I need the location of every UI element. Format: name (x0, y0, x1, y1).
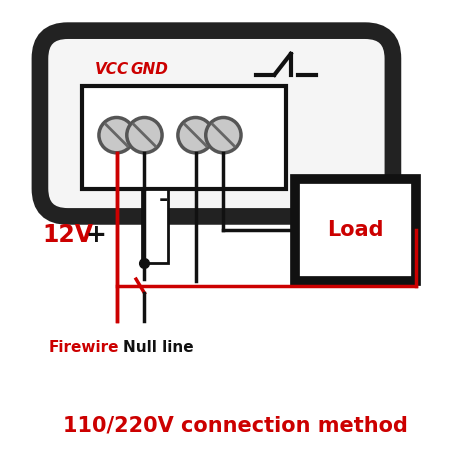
Circle shape (178, 118, 213, 153)
Text: VCC: VCC (95, 62, 129, 77)
Text: Null line: Null line (123, 339, 194, 354)
Circle shape (127, 118, 162, 153)
Text: 12V: 12V (42, 223, 93, 247)
Text: -: - (158, 190, 168, 210)
Text: +: + (85, 223, 106, 247)
FancyBboxPatch shape (40, 31, 393, 216)
Text: Firewire: Firewire (49, 339, 119, 354)
Text: Load: Load (328, 220, 384, 240)
Text: 110/220V connection method: 110/220V connection method (63, 415, 407, 435)
Circle shape (99, 118, 134, 153)
Bar (82, 86, 286, 188)
Bar (295, 179, 416, 282)
Circle shape (206, 118, 241, 153)
Bar (142, 188, 168, 263)
Text: GND: GND (130, 62, 168, 77)
